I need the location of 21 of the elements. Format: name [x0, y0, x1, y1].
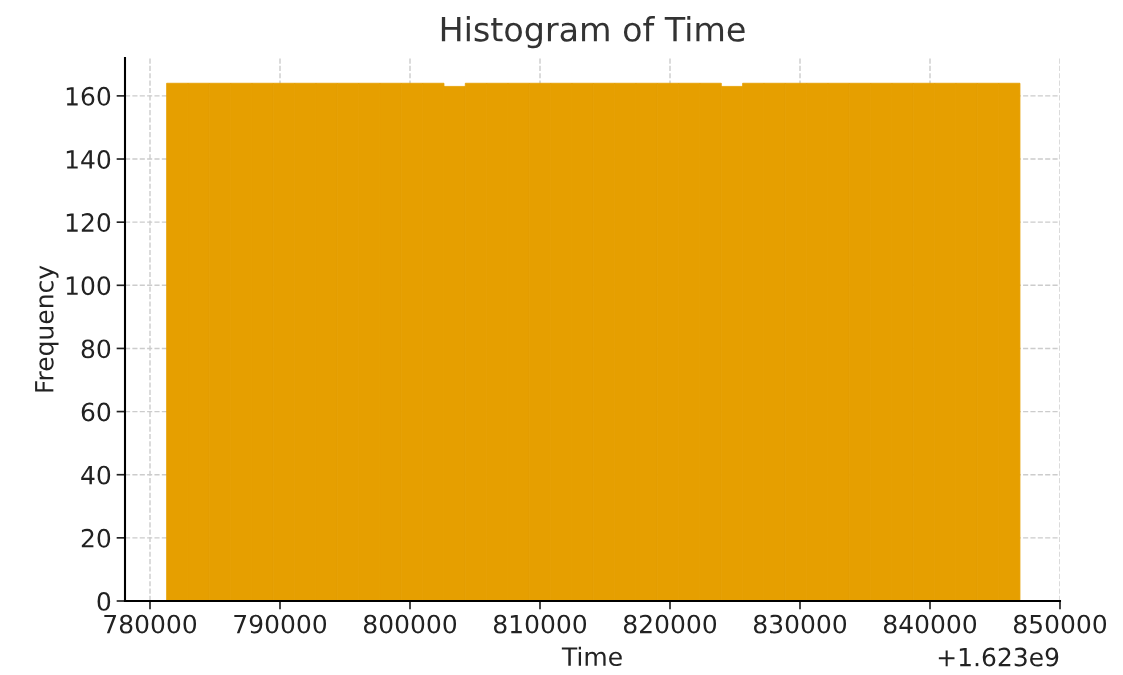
x-tick-label: 790000 [234, 614, 327, 634]
x-axis-title: Time [561, 646, 622, 667]
y-tick-label: 80 [81, 339, 111, 359]
chart-title: Histogram of Time [441, 16, 745, 49]
y-tick-label: 20 [81, 528, 111, 548]
x-tick-label: 780000 [104, 614, 197, 634]
x-tick-label: 810000 [493, 614, 587, 634]
y-tick-label: 100 [66, 276, 111, 296]
y-tick-label: 60 [81, 402, 111, 422]
x-tick-label: 800000 [363, 614, 457, 634]
text: +1.623e9 [938, 647, 1059, 667]
y-tick-label: 40 [81, 465, 111, 485]
y-tick-label: 0 [97, 591, 111, 611]
y-tick-label: 140 [66, 149, 111, 169]
y-axis-title: Frequency [35, 265, 59, 392]
x-tick-label: 820000 [623, 614, 717, 634]
y-tick-label: 160 [66, 86, 111, 106]
x-tick-label: 840000 [883, 614, 977, 634]
x-tick-label: 830000 [753, 614, 847, 634]
y-tick-label: 120 [66, 213, 111, 233]
x-tick-label: 850000 [1013, 614, 1107, 634]
